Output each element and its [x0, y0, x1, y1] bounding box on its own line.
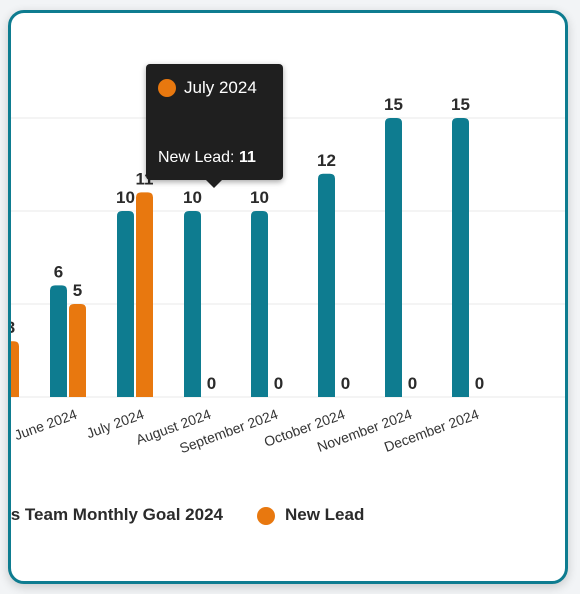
legend-new-lead-marker[interactable]	[257, 507, 275, 525]
goal-value-label: 6	[54, 262, 63, 281]
chart-card: 23651011100100120150150 May 2024June 202…	[8, 10, 568, 584]
data-labels: 23651011100100120150150	[11, 95, 484, 393]
goal-value-label: 12	[317, 151, 336, 170]
tooltip-value-line: New Lead: 11	[158, 149, 256, 167]
new-lead-value-label: 0	[408, 374, 417, 393]
bar-chart: 23651011100100120150150 May 2024June 202…	[11, 95, 565, 457]
goal-bar	[184, 211, 201, 397]
new-lead-value-label: 0	[341, 374, 350, 393]
bars	[11, 118, 469, 397]
goal-bar	[385, 118, 402, 397]
tooltip-value: 11	[238, 149, 256, 166]
goal-bar	[452, 118, 469, 397]
new-lead-value-label: 3	[11, 318, 15, 337]
new-lead-bar	[69, 304, 86, 397]
x-tick-label: May 2024	[11, 406, 12, 442]
new-lead-bar	[11, 341, 19, 397]
grid-lines	[11, 117, 565, 398]
legend-goal-label[interactable]: Sales Team Monthly Goal 2024	[10, 505, 223, 524]
new-lead-bar	[136, 192, 153, 397]
tooltip-series-marker	[158, 79, 176, 97]
new-lead-value-label: 0	[207, 374, 216, 393]
goal-bar	[318, 173, 335, 397]
new-lead-value-label: 0	[274, 374, 283, 393]
x-tick-label: June 2024	[12, 406, 79, 443]
legend-new-lead-label[interactable]: New Lead	[285, 505, 365, 524]
goal-value-label: 10	[250, 188, 269, 207]
tooltip: July 2024 New Lead: 11	[146, 64, 283, 188]
goal-bar	[117, 211, 134, 397]
goal-value-label: 10	[183, 188, 202, 207]
goal-value-label: 10	[116, 188, 135, 207]
tooltip-series-label: New Lead:	[158, 149, 235, 166]
goal-value-label: 15	[384, 95, 403, 114]
new-lead-value-label: 5	[73, 281, 82, 300]
goal-value-label: 15	[451, 95, 470, 114]
tooltip-title: July 2024	[184, 78, 257, 97]
goal-bar	[50, 285, 67, 397]
legend: Sales Team Monthly Goal 2024 New Lead	[10, 501, 565, 531]
goal-bar	[251, 211, 268, 397]
new-lead-value-label: 0	[475, 374, 484, 393]
